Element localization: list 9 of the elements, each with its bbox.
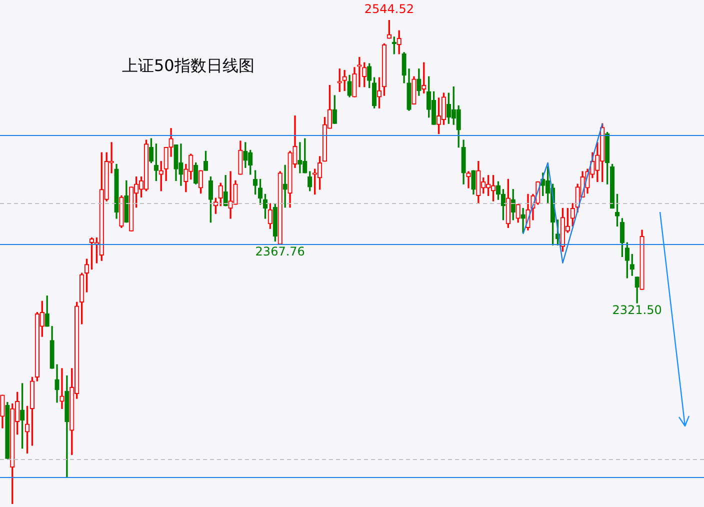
candlestick bbox=[282, 164, 288, 208]
candlestick bbox=[342, 70, 347, 91]
annotation: 2544.52 bbox=[364, 2, 414, 16]
candlestick bbox=[466, 171, 471, 188]
annotation: 2367.76 bbox=[255, 244, 305, 258]
candlestick bbox=[520, 208, 526, 233]
text: 上证50指数日线图 bbox=[122, 56, 254, 75]
candlestick bbox=[60, 368, 64, 409]
annotation: 2321.50 bbox=[612, 303, 662, 318]
